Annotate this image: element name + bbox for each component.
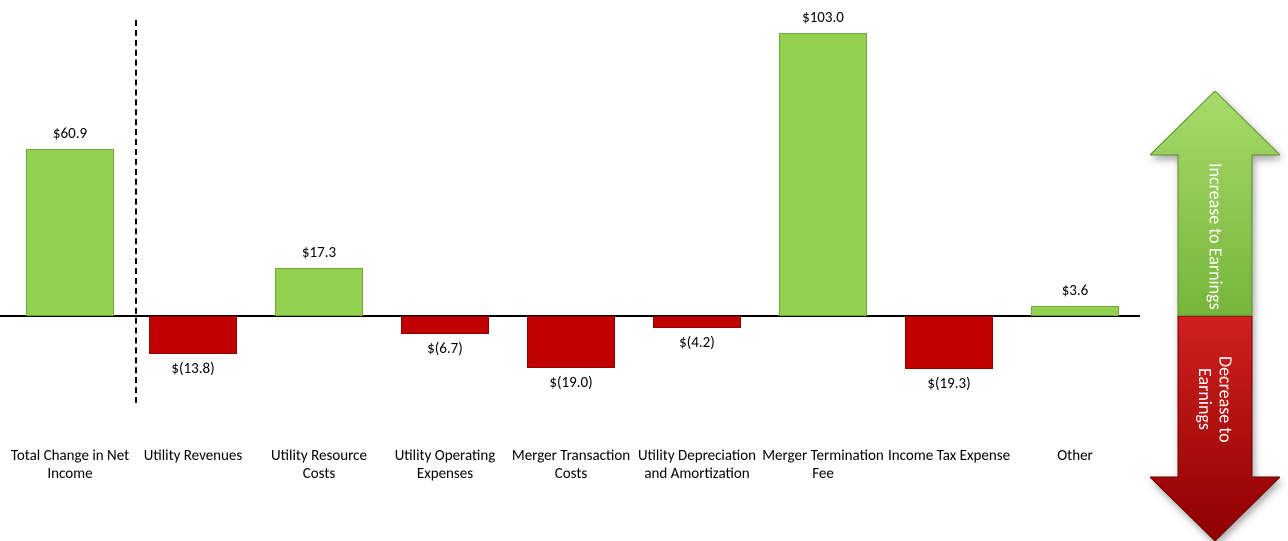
legend-decrease-label: Decrease to Earnings [1194, 324, 1235, 474]
bar [1031, 306, 1119, 316]
bar-value-label: $(6.7) [383, 340, 507, 358]
legend-increase-arrow: Increase to Earnings [1150, 91, 1280, 316]
category-label: Utility Depreciation and Amortization [635, 447, 759, 483]
category-label: Utility Operating Expenses [383, 447, 507, 483]
bar-value-label: $(19.0) [509, 374, 633, 392]
bar [275, 268, 363, 316]
bar [401, 316, 489, 334]
legend-increase-label: Increase to Earnings [1205, 161, 1226, 311]
bar-value-label: $17.3 [257, 244, 381, 262]
bar [26, 149, 114, 316]
bar-value-label: $60.9 [8, 125, 132, 143]
bar-value-label: $3.6 [1013, 282, 1137, 300]
legend: Increase to Earnings Decrease to Earning… [1150, 0, 1280, 538]
bar-value-label: $(19.3) [887, 375, 1011, 393]
category-label: Total Change in Net Income [8, 447, 132, 483]
category-label: Income Tax Expense [887, 447, 1011, 465]
waterfall-chart: $60.9 Total Change in Net Income $(13.8) Ut… [0, 0, 1140, 538]
category-label: Utility Resource Costs [257, 447, 381, 483]
bar [149, 316, 237, 354]
bar-value-label: $(13.8) [131, 360, 255, 378]
bar [653, 316, 741, 328]
summary-divider [135, 20, 137, 403]
bar-value-label: $103.0 [761, 9, 885, 27]
legend-decrease-arrow: Decrease to Earnings [1150, 316, 1280, 541]
bar-value-label: $(4.2) [635, 334, 759, 352]
bar [527, 316, 615, 368]
bar [905, 316, 993, 369]
category-label: Utility Revenues [131, 447, 255, 465]
bar [779, 33, 867, 316]
category-label: Merger Transaction Costs [509, 447, 633, 483]
category-label: Merger Termination Fee [761, 447, 885, 483]
category-label: Other [1013, 447, 1137, 465]
